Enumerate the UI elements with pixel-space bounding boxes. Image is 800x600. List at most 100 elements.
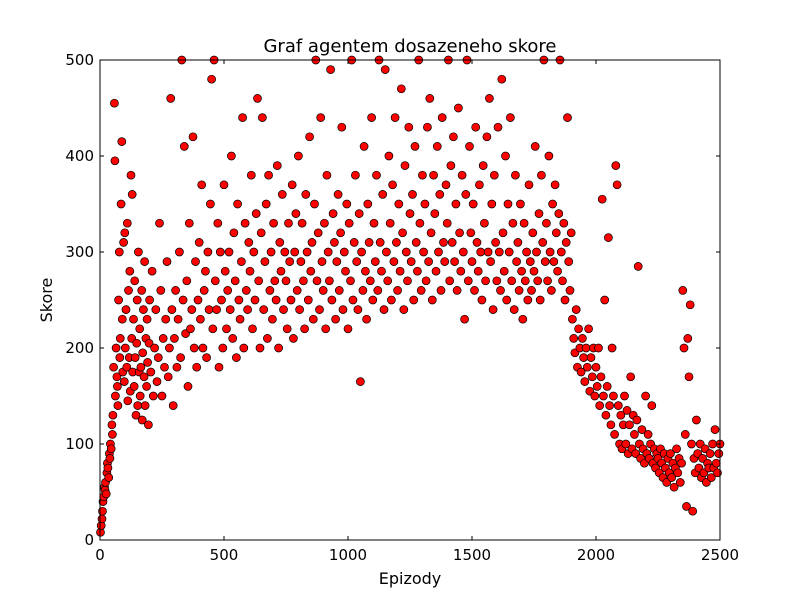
data-point [110,98,119,108]
data-point [287,180,297,190]
data-point [461,190,471,199]
data-point [465,142,474,151]
data-point [563,113,572,122]
data-point [455,228,464,238]
y-tick-label: 500 [65,51,94,69]
data-point [192,362,202,372]
data-point [140,257,149,266]
data-point [475,180,484,190]
data-point [137,286,147,295]
data-point [687,439,696,449]
data-point [609,391,618,401]
data-point [460,314,469,324]
data-point [303,295,313,305]
data-point [600,295,610,305]
data-point [160,362,169,372]
data-point [281,276,291,286]
x-tick-label: 2000 [577,546,615,564]
data-point [426,228,436,238]
data-point [383,276,393,286]
data-point [107,420,117,430]
data-point [683,334,693,343]
data-point [594,343,603,353]
data-point [285,257,295,266]
data-point [586,353,596,362]
data-point [349,238,359,247]
data-point [419,247,428,257]
data-point [523,295,533,305]
data-point [272,161,282,170]
data-point [496,286,505,295]
data-point [116,199,126,209]
data-point [476,247,486,257]
data-point [685,300,695,310]
data-point [429,170,438,180]
data-point [434,247,443,257]
data-point [485,94,494,103]
data-point [590,391,600,401]
data-point [354,209,364,218]
x-tick-label: 1000 [329,546,367,564]
data-point [481,276,490,286]
data-point [301,190,311,199]
data-point [375,238,385,247]
data-point [208,324,218,334]
data-point [323,247,333,257]
data-point [403,276,412,286]
data-point [625,420,634,430]
data-point [156,286,166,295]
data-point [155,218,164,228]
data-point [370,257,380,266]
data-point [587,372,597,382]
data-point [328,209,338,218]
data-point [240,218,250,228]
data-point [404,122,414,132]
data-point [626,372,636,382]
data-point [492,276,502,286]
data-point [254,276,264,286]
data-point [362,314,371,324]
data-point [343,324,353,334]
data-point [250,295,260,305]
data-point [529,266,539,276]
data-point [630,430,639,439]
data-point [482,132,492,142]
data-point [337,122,347,132]
data-point [143,358,152,367]
data-point [356,377,365,386]
data-point [296,257,306,266]
data-point [295,305,304,314]
data-point [105,454,115,463]
data-point [537,170,546,180]
data-point [528,228,538,238]
data-point [112,372,122,382]
data-point [411,238,421,247]
data-point [300,324,309,334]
data-point [275,238,285,247]
data-point [290,247,300,257]
data-point [364,238,374,247]
data-point [599,391,608,401]
data-point [584,324,593,334]
y-tick-label: 200 [65,339,94,357]
data-point [486,257,495,266]
data-point [540,257,550,266]
data-point [235,314,245,324]
data-point [518,314,528,324]
data-point [423,122,432,132]
data-point [511,170,520,180]
data-point [193,295,203,305]
data-point [123,396,133,406]
data-point [279,305,288,314]
data-point [357,247,366,257]
data-point [667,473,676,482]
data-point [547,286,556,295]
data-point [387,295,396,305]
data-point [527,286,536,295]
data-point [487,199,497,209]
data-point [338,305,348,314]
data-point [427,295,437,305]
data-point [145,295,154,305]
data-point [441,180,451,190]
data-point [363,199,373,209]
